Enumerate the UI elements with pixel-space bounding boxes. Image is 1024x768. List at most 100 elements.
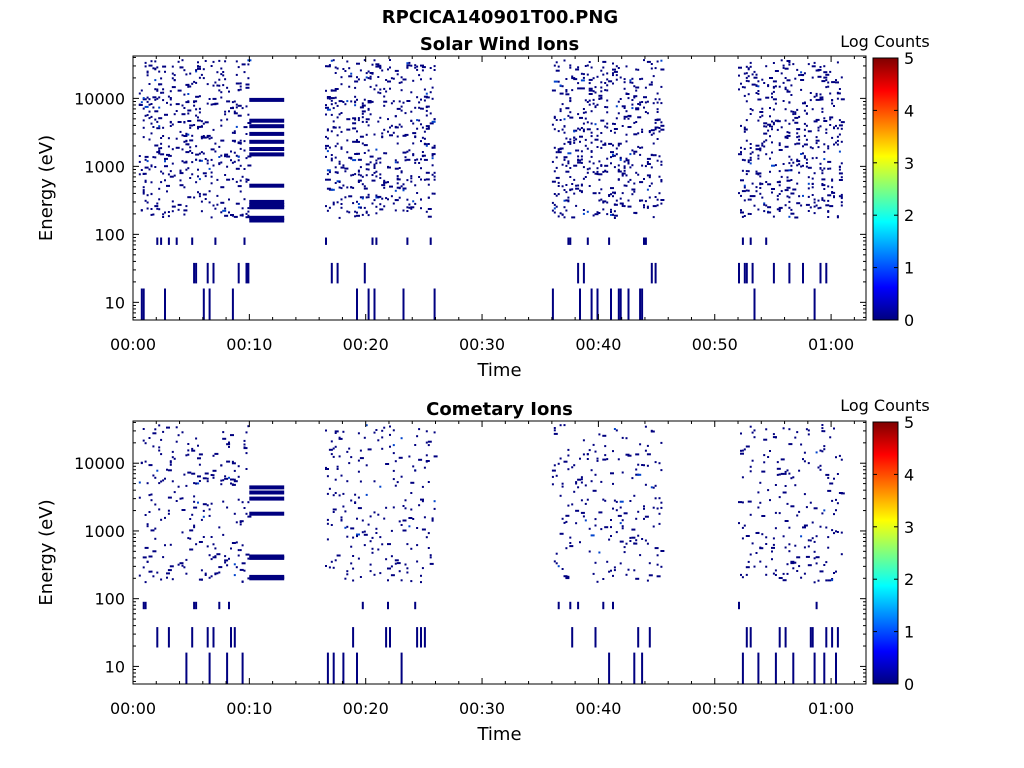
count-cell	[185, 139, 188, 142]
count-cell	[831, 499, 834, 502]
count-cell	[354, 95, 357, 98]
count-cell	[375, 194, 378, 197]
count-cell	[584, 519, 587, 522]
count-cell	[643, 59, 645, 62]
count-cell	[596, 211, 599, 214]
count-cell	[359, 135, 364, 138]
count-cell	[371, 72, 374, 75]
count-cell	[433, 171, 436, 174]
count-cell	[617, 142, 622, 145]
count-cell	[594, 106, 597, 109]
count-cell	[761, 182, 764, 185]
count-cell	[239, 139, 242, 142]
count-cell	[588, 160, 591, 163]
count-cell	[365, 72, 368, 75]
count-cell	[338, 436, 341, 439]
count-cell	[142, 428, 145, 430]
count-cell	[604, 89, 607, 92]
count-cell	[325, 144, 329, 147]
count-cell	[175, 500, 178, 502]
count-cell	[340, 147, 343, 150]
count-cell	[807, 182, 810, 185]
count-cell	[753, 70, 756, 73]
count-cell	[408, 149, 411, 152]
count-cell	[836, 135, 839, 138]
count-cell	[631, 477, 634, 480]
count-cell	[596, 173, 599, 176]
count-cell	[167, 145, 170, 148]
count-cell	[840, 204, 843, 207]
count-cell	[385, 152, 388, 155]
count-cell	[361, 175, 364, 178]
count-cell	[788, 61, 791, 64]
count-cell	[247, 63, 250, 66]
count-cell	[811, 147, 814, 150]
count-streak	[325, 237, 327, 245]
count-cell	[243, 140, 246, 143]
count-cell	[400, 125, 403, 128]
count-cell	[216, 84, 219, 87]
count-cell	[233, 160, 236, 163]
count-cell	[555, 205, 558, 208]
count-cell	[786, 60, 791, 62]
count-cell	[563, 125, 566, 128]
count-cell	[794, 544, 797, 547]
count-cell	[191, 173, 194, 176]
count-cell	[580, 87, 585, 90]
count-cell	[381, 132, 384, 135]
count-cell	[650, 63, 653, 65]
count-cell	[356, 130, 358, 133]
count-cell	[171, 205, 176, 208]
count-cell	[208, 98, 211, 100]
count-cell	[617, 458, 620, 461]
count-cell	[613, 499, 616, 502]
count-streak	[389, 627, 391, 648]
count-cell	[235, 154, 238, 157]
count-cell	[377, 548, 380, 551]
count-cell	[359, 206, 362, 209]
count-cell	[565, 137, 568, 140]
count-cell	[218, 162, 221, 165]
count-cell	[237, 498, 240, 501]
count-cell	[344, 196, 347, 199]
count-cell	[325, 65, 327, 68]
count-cell	[144, 166, 149, 169]
count-cell	[635, 517, 638, 520]
count-cell	[782, 66, 785, 69]
count-cell	[239, 520, 244, 523]
count-cell	[146, 525, 149, 528]
count-cell	[582, 453, 585, 456]
count-cell	[829, 116, 834, 119]
count-streak	[352, 627, 355, 648]
count-cell	[400, 81, 403, 84]
count-cell	[648, 131, 651, 134]
count-cell	[210, 158, 213, 161]
count-cell	[357, 557, 360, 560]
count-cell	[561, 85, 564, 88]
count-cell	[224, 174, 227, 176]
count-cell	[154, 205, 159, 208]
count-cell	[206, 134, 211, 137]
count-cell	[162, 65, 167, 68]
count-cell	[592, 214, 595, 217]
count-cell	[175, 440, 178, 443]
count-cell	[416, 96, 419, 99]
count-cell	[416, 158, 419, 161]
count-cell	[164, 157, 168, 160]
count-cell	[800, 443, 803, 446]
count-cell	[352, 122, 357, 125]
count-cell	[610, 193, 612, 196]
count-cell	[210, 558, 213, 561]
count-cell	[600, 140, 603, 143]
count-streak	[596, 288, 599, 320]
count-cell	[408, 455, 411, 458]
count-cell	[803, 524, 808, 527]
count-cell	[164, 160, 166, 163]
count-cell	[226, 460, 231, 463]
count-cell	[817, 199, 820, 202]
count-cell	[330, 159, 333, 162]
count-cell	[809, 501, 812, 504]
count-cell	[140, 461, 143, 464]
count-cell	[840, 492, 845, 495]
x-tick-label: 00:20	[343, 699, 389, 718]
